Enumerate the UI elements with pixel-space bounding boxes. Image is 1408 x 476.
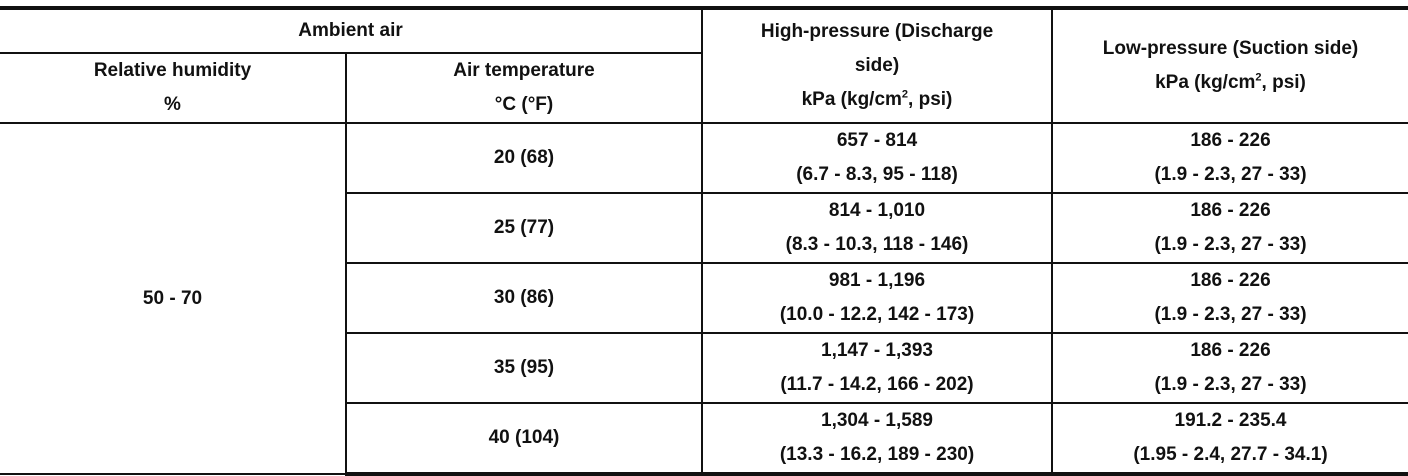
low-pressure-title: Low-pressure (Suction side) <box>1102 38 1359 59</box>
low-pressure-alt: (1.9 - 2.3, 27 - 33) <box>1154 234 1307 255</box>
high-pressure-cell: 657 - 814 (6.7 - 8.3, 95 - 118) <box>701 122 1053 194</box>
low-pressure-alt: (1.95 - 2.4, 27.7 - 34.1) <box>1133 444 1328 465</box>
humidity-value: 50 - 70 <box>142 287 203 309</box>
table-row: 25 (77) 814 - 1,010 (8.3 - 10.3, 118 - 1… <box>0 192 1408 264</box>
temperature-value: 25 (77) <box>493 217 555 238</box>
relative-humidity-label: Relative humidity <box>93 60 252 81</box>
low-pressure-unit-prefix: kPa (kg/cm <box>1155 72 1256 93</box>
low-pressure-alt: (1.9 - 2.3, 27 - 33) <box>1154 164 1307 185</box>
high-pressure-cell: 1,147 - 1,393 (11.7 - 14.2, 166 - 202) <box>701 332 1053 404</box>
low-pressure-kpa: 186 - 226 <box>1190 200 1271 221</box>
low-pressure-unit-suffix: , psi) <box>1261 72 1306 93</box>
temperature-value: 40 (104) <box>488 427 560 448</box>
high-pressure-alt: (13.3 - 16.2, 189 - 230) <box>779 444 975 465</box>
high-pressure-cell: 814 - 1,010 (8.3 - 10.3, 118 - 146) <box>701 192 1053 264</box>
high-pressure-unit-suffix: , psi) <box>908 89 953 110</box>
low-pressure-cell: 186 - 226 (1.9 - 2.3, 27 - 33) <box>1051 262 1408 334</box>
temperature-value: 35 (95) <box>493 357 555 378</box>
low-pressure-kpa: 186 - 226 <box>1190 130 1271 151</box>
table-row: 35 (95) 1,147 - 1,393 (11.7 - 14.2, 166 … <box>0 332 1408 404</box>
high-pressure-header: High-pressure (Discharge side) kPa (kg/c… <box>701 6 1053 124</box>
low-pressure-cell: 191.2 - 235.4 (1.95 - 2.4, 27.7 - 34.1) <box>1051 402 1408 476</box>
high-pressure-alt: (10.0 - 12.2, 142 - 173) <box>779 304 975 325</box>
air-temperature-unit: °C (°F) <box>494 94 554 115</box>
high-pressure-kpa: 814 - 1,010 <box>828 200 926 221</box>
temperature-cell: 40 (104) <box>346 402 703 476</box>
temperature-value: 30 (86) <box>493 287 555 308</box>
high-pressure-kpa: 1,304 - 1,589 <box>821 410 933 431</box>
high-pressure-kpa: 657 - 814 <box>836 130 918 151</box>
temperature-cell: 30 (86) <box>346 262 703 334</box>
low-pressure-unit: kPa (kg/cm2, psi) <box>1053 66 1408 100</box>
low-pressure-cell: 186 - 226 (1.9 - 2.3, 27 - 33) <box>1051 332 1408 404</box>
humidity-cell: 50 - 70 <box>0 122 347 475</box>
low-pressure-header: Low-pressure (Suction side) kPa (kg/cm2,… <box>1051 6 1408 124</box>
high-pressure-cell: 981 - 1,196 (10.0 - 12.2, 142 - 173) <box>701 262 1053 334</box>
low-pressure-cell: 186 - 226 (1.9 - 2.3, 27 - 33) <box>1051 122 1408 194</box>
table-row: 50 - 70 20 (68) 657 - 814 (6.7 - 8.3, 95… <box>0 122 1408 475</box>
high-pressure-unit: kPa (kg/cm2, psi) <box>703 83 1051 117</box>
high-pressure-unit-prefix: kPa (kg/cm <box>801 89 902 110</box>
high-pressure-title-line2: side) <box>854 55 900 76</box>
air-temperature-label: Air temperature <box>453 60 595 81</box>
low-pressure-cell: 186 - 226 (1.9 - 2.3, 27 - 33) <box>1051 192 1408 264</box>
high-pressure-alt: (11.7 - 14.2, 166 - 202) <box>780 374 974 395</box>
table-row: 30 (86) 981 - 1,196 (10.0 - 12.2, 142 - … <box>0 262 1408 334</box>
temperature-cell: 25 (77) <box>346 192 703 264</box>
low-pressure-alt: (1.9 - 2.3, 27 - 33) <box>1154 304 1307 325</box>
table-row: 40 (104) 1,304 - 1,589 (13.3 - 16.2, 189… <box>0 402 1408 476</box>
high-pressure-kpa: 981 - 1,196 <box>828 270 926 291</box>
low-pressure-alt: (1.9 - 2.3, 27 - 33) <box>1154 374 1307 395</box>
ambient-air-label: Ambient air <box>298 20 403 41</box>
high-pressure-kpa: 1,147 - 1,393 <box>821 340 933 361</box>
high-pressure-unit-sup: 2 <box>901 88 909 101</box>
high-pressure-alt: (8.3 - 10.3, 118 - 146) <box>785 234 969 255</box>
high-pressure-alt: (6.7 - 8.3, 95 - 118) <box>796 164 958 185</box>
low-pressure-kpa: 186 - 226 <box>1190 270 1271 291</box>
temperature-value: 20 (68) <box>493 147 555 168</box>
relative-humidity-header: Relative humidity % <box>0 52 347 124</box>
air-temperature-header: Air temperature °C (°F) <box>345 52 702 124</box>
temperature-cell: 35 (95) <box>346 332 703 404</box>
low-pressure-kpa: 186 - 226 <box>1190 340 1271 361</box>
high-pressure-title-line1: High-pressure (Discharge <box>760 21 994 42</box>
temperature-cell: 20 (68) <box>345 122 703 194</box>
relative-humidity-unit: % <box>164 94 181 115</box>
pressure-spec-table: Ambient air High-pressure (Discharge sid… <box>0 6 1408 476</box>
low-pressure-kpa: 191.2 - 235.4 <box>1174 410 1287 431</box>
high-pressure-cell: 1,304 - 1,589 (13.3 - 16.2, 189 - 230) <box>701 402 1053 476</box>
low-pressure-unit-sup: 2 <box>1255 71 1262 84</box>
ambient-air-header: Ambient air <box>0 6 703 54</box>
